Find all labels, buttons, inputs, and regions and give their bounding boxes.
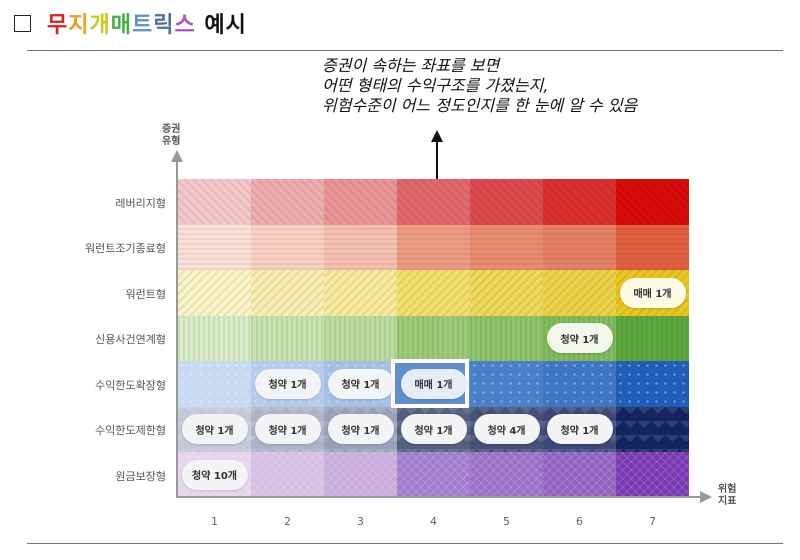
matrix-cell [178, 270, 251, 316]
matrix-cell [397, 270, 470, 316]
x-axis [176, 496, 702, 498]
header: 무지개매트릭스 예시 [14, 8, 247, 38]
x-axis-arrow-icon [700, 491, 712, 503]
matrix-cell [616, 179, 689, 225]
matrix-cell [251, 270, 324, 316]
top-divider [27, 50, 783, 51]
matrix-cell [178, 224, 251, 270]
title-char: 지 [68, 13, 90, 38]
row-label: 신용사건연계형 [95, 333, 166, 347]
matrix-cell [251, 315, 324, 361]
matrix-cell [251, 224, 324, 270]
cell-count-badge: 청약 4개 [473, 414, 540, 445]
annotation-arrow-head-icon [431, 130, 443, 142]
matrix-cell [543, 270, 616, 316]
matrix-cell [324, 270, 397, 316]
x-axis-title: 위험 지표 [718, 484, 737, 507]
title-char: 예시 [195, 13, 247, 38]
matrix-cell [470, 224, 543, 270]
matrix-cell [251, 179, 324, 225]
matrix-cell [397, 452, 470, 498]
row-label: 레버리지형 [115, 196, 166, 210]
column-label: 5 [503, 515, 510, 528]
matrix-cell [543, 452, 616, 498]
row-label: 원금보장형 [115, 469, 166, 483]
cell-count-badge: 청약 1개 [546, 323, 613, 354]
matrix-cell [543, 224, 616, 270]
title-char: 개 [89, 13, 111, 38]
cell-count-badge: 매매 1개 [400, 368, 467, 399]
matrix-cell [324, 179, 397, 225]
matrix-cell [397, 315, 470, 361]
column-label: 3 [357, 515, 364, 528]
matrix-cell [470, 315, 543, 361]
matrix-cell [543, 361, 616, 407]
column-label: 6 [576, 515, 583, 528]
cell-count-badge: 매매 1개 [619, 277, 686, 308]
page-title: 무지개매트릭스 예시 [47, 7, 247, 39]
matrix-cell [616, 224, 689, 270]
cell-count-badge: 청약 1개 [400, 414, 467, 445]
column-label: 4 [430, 515, 437, 528]
matrix-cell [616, 452, 689, 498]
matrix-cell [470, 361, 543, 407]
cell-count-badge: 청약 1개 [254, 414, 321, 445]
matrix-cell [324, 224, 397, 270]
title-char: 스 [174, 13, 196, 38]
y-axis-arrow-icon [171, 150, 183, 162]
matrix-cell [324, 315, 397, 361]
column-label: 2 [284, 515, 291, 528]
title-char: 트 [132, 13, 154, 38]
y-axis [176, 160, 178, 498]
matrix-cell [616, 361, 689, 407]
matrix-cell [397, 179, 470, 225]
column-label: 7 [649, 515, 656, 528]
cell-count-badge: 청약 1개 [546, 414, 613, 445]
matrix-cell [470, 179, 543, 225]
matrix-cell [543, 179, 616, 225]
row-label: 워런트형 [125, 287, 166, 301]
title-char: 릭 [153, 13, 175, 38]
matrix-cell [470, 270, 543, 316]
title-char: 매 [110, 13, 132, 38]
row-label: 수익한도확장형 [95, 378, 166, 392]
matrix-cell [178, 315, 251, 361]
title-char: 무 [47, 13, 69, 38]
column-label: 1 [211, 515, 218, 528]
matrix-cell [397, 224, 470, 270]
checkbox-icon [14, 14, 31, 32]
matrix-cell [251, 452, 324, 498]
row-label: 워런트조기종료형 [85, 242, 166, 256]
matrix-cell [324, 452, 397, 498]
matrix-cell [178, 361, 251, 407]
cell-count-badge: 청약 1개 [327, 414, 394, 445]
matrix-cell [470, 452, 543, 498]
cell-count-badge: 청약 10개 [181, 459, 248, 490]
annotation-note: 증권이 속하는 좌표를 보면 어떤 형태의 수익구조를 가졌는지, 위험수준이 … [322, 56, 638, 115]
matrix-cell [616, 315, 689, 361]
cell-count-badge: 청약 1개 [254, 368, 321, 399]
bottom-divider [27, 543, 783, 544]
row-label: 수익한도제한형 [95, 424, 166, 438]
y-axis-title: 증권 유형 [162, 124, 181, 147]
matrix-cell [178, 179, 251, 225]
matrix-cell [616, 406, 689, 452]
cell-count-badge: 청약 1개 [181, 414, 248, 445]
cell-count-badge: 청약 1개 [327, 368, 394, 399]
